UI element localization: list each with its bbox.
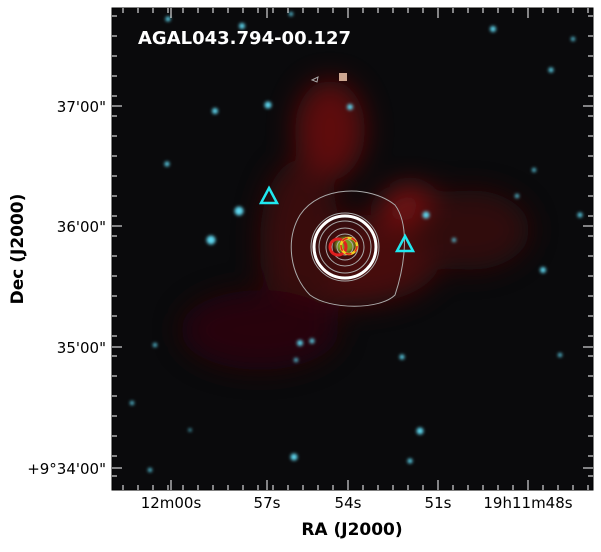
- x-axis-label: RA (J2000): [301, 520, 402, 540]
- frame: [111, 7, 594, 491]
- sky-image: AGAL043.794-00.127: [112, 8, 593, 490]
- triangle-marker: [394, 233, 416, 253]
- x-tick-label: 19h11m48s: [483, 494, 572, 512]
- x-tick-label: 51s: [425, 494, 452, 512]
- y-tick-label: 35'00": [57, 339, 106, 357]
- y-tick-label: +9°34'00": [27, 460, 106, 478]
- x-tick-label: 57s: [254, 494, 281, 512]
- y-tick-label: 37'00": [57, 98, 106, 116]
- y-tick-label: 36'00": [57, 218, 106, 236]
- source-marker: [340, 237, 358, 255]
- ticks: [112, 8, 593, 490]
- beam-circle: [312, 214, 378, 280]
- y-axis-label: Dec (J2000): [8, 194, 28, 305]
- source-marker: [328, 237, 348, 257]
- x-tick-label: 54s: [335, 494, 362, 512]
- triangle-marker: [258, 185, 280, 205]
- title: AGAL043.794-00.127: [138, 28, 351, 49]
- x-tick-label: 12m00s: [141, 494, 202, 512]
